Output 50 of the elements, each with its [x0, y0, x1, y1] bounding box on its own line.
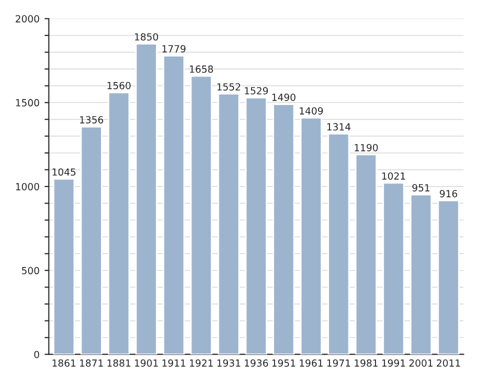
x-tick-label: 2011 — [436, 359, 460, 367]
y-tick-label: 0 — [34, 350, 40, 358]
bar — [272, 104, 295, 354]
data-label: 951 — [412, 184, 430, 192]
y-tick-label: 1000 — [16, 182, 40, 190]
bar — [190, 75, 212, 354]
bar — [300, 117, 322, 354]
x-tick-label: 1871 — [80, 359, 103, 367]
x-tick-label: 1881 — [108, 359, 130, 367]
x-tick-label: 1936 — [244, 359, 268, 367]
data-label: 1850 — [135, 33, 158, 41]
data-label: 1409 — [300, 107, 323, 115]
bar — [245, 97, 268, 354]
y-tick-label: 1500 — [16, 99, 40, 106]
x-tick-label: 1981 — [354, 359, 378, 367]
x-tick-label: 1921 — [190, 359, 213, 367]
data-label: 1658 — [190, 65, 213, 73]
bar — [410, 194, 432, 354]
data-label: 1314 — [327, 123, 350, 131]
bar — [218, 93, 240, 354]
data-label: 1190 — [354, 144, 378, 152]
data-label: 1356 — [80, 116, 104, 124]
bar — [437, 200, 460, 354]
data-label: 1552 — [217, 83, 240, 91]
x-tick-label: 2001 — [409, 359, 432, 367]
bar — [355, 154, 378, 354]
data-label: 1560 — [108, 82, 131, 90]
bar — [328, 133, 350, 354]
data-label: 1490 — [272, 94, 296, 101]
data-label: 1779 — [162, 45, 186, 52]
y-tick-label: 500 — [22, 266, 40, 274]
bar — [52, 178, 75, 354]
bar — [80, 126, 102, 354]
bar — [382, 182, 405, 354]
data-label: 1021 — [382, 172, 406, 180]
x-tick-label: 1971 — [327, 359, 350, 367]
x-tick-label: 1861 — [52, 359, 76, 367]
x-tick-label: 1931 — [217, 359, 240, 367]
y-tick-label: 2000 — [16, 15, 40, 22]
data-label: 1045 — [52, 168, 76, 176]
bar — [108, 92, 130, 354]
data-label: 1529 — [244, 87, 268, 94]
x-tick-label: 1951 — [272, 359, 296, 367]
x-tick-label: 1961 — [300, 359, 323, 367]
bar — [135, 43, 158, 354]
data-label: 916 — [440, 190, 458, 198]
x-tick-label: 1991 — [382, 359, 406, 367]
bar — [162, 55, 185, 354]
x-tick-label: 1901 — [135, 359, 158, 367]
x-tick-label: 1911 — [162, 359, 186, 367]
